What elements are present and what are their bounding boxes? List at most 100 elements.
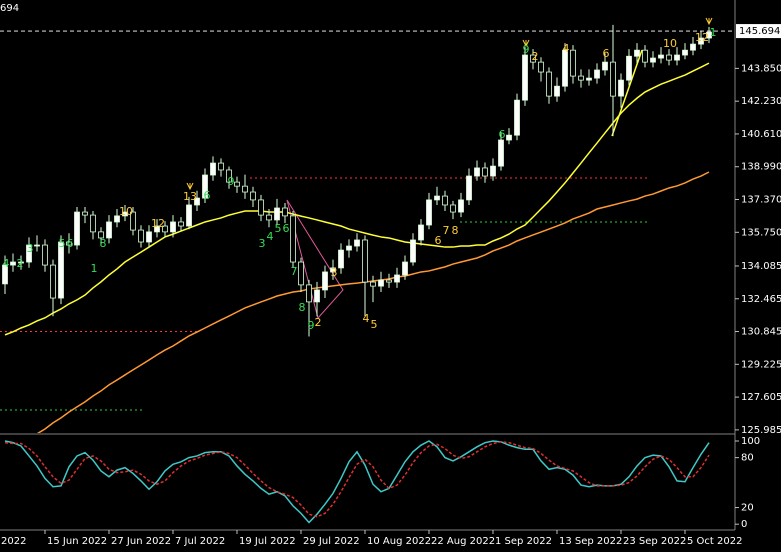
- candle-body: [50, 264, 56, 299]
- annotation: 1: [710, 26, 717, 39]
- y-tick-label: 127.605: [741, 392, 781, 403]
- candle-body: [170, 221, 176, 233]
- x-tick-label: 1 Sep 2022: [495, 536, 552, 547]
- annotation: 5: [371, 318, 378, 331]
- candle-body: [682, 49, 688, 56]
- candle-body: [498, 139, 504, 167]
- annotation: 4: [563, 42, 570, 55]
- candle-body: [650, 57, 656, 63]
- candle-body: [482, 167, 488, 177]
- annotation: 9: [228, 175, 235, 188]
- arrow: [522, 39, 530, 48]
- candle-body: [546, 71, 552, 97]
- candle-body: [106, 221, 112, 239]
- candle-body: [522, 54, 528, 101]
- y-tick-label: 130.845: [741, 327, 781, 338]
- candle-body: [10, 261, 16, 266]
- candle-body: [394, 274, 400, 283]
- annotation: 5: [59, 237, 66, 250]
- candle-body: [562, 49, 568, 87]
- annotation: 9: [308, 319, 315, 332]
- candle-body: [130, 211, 136, 231]
- candle-body: [154, 225, 160, 233]
- candle-body: [458, 199, 464, 213]
- oscillator-panel: [4, 440, 710, 524]
- candle-body: [634, 49, 640, 57]
- x-tick-label: 29 Jul 2022: [303, 536, 360, 547]
- candle-body: [274, 207, 280, 221]
- candle-body: [642, 49, 648, 63]
- candle-body: [466, 175, 472, 201]
- candle-body: [162, 225, 168, 233]
- annotation: 3: [27, 242, 34, 255]
- candle-body: [402, 261, 408, 276]
- candle-body: [266, 214, 272, 221]
- y-tick-label: 142.230: [741, 96, 781, 107]
- candle-body: [554, 85, 560, 97]
- x-tick-label: 5 Oct 2022: [687, 536, 742, 547]
- candle-body: [218, 162, 224, 171]
- candle-body: [578, 75, 584, 81]
- candle-body: [410, 239, 416, 263]
- annotation: 6: [499, 128, 506, 141]
- candle-body: [594, 69, 600, 79]
- y-tick-label: 135.750: [741, 227, 781, 238]
- y-tick-label: 100: [741, 436, 760, 447]
- candle-body: [26, 244, 32, 263]
- annotation: 7: [291, 265, 298, 278]
- annotation: 4: [363, 312, 370, 325]
- annotation: 9: [523, 43, 530, 56]
- candle-body: [58, 241, 64, 299]
- candle-body: [314, 289, 320, 303]
- candle-body: [202, 174, 208, 199]
- candle-body: [282, 207, 288, 217]
- line-series: [4, 441, 710, 518]
- candle-body: [378, 279, 384, 287]
- candle-body: [330, 267, 336, 273]
- candle-body: [306, 284, 312, 303]
- candle-body: [626, 55, 632, 81]
- annotation: 6: [435, 234, 442, 247]
- annotation: 8: [452, 224, 459, 237]
- annotation: 2: [532, 50, 539, 63]
- candle-body: [418, 224, 424, 241]
- line-series: [4, 62, 710, 336]
- candle-body: [506, 134, 512, 141]
- current-price-box: [736, 24, 781, 39]
- candle-body: [178, 221, 184, 227]
- candle-body: [674, 54, 680, 61]
- annotation: 7: [443, 224, 450, 237]
- y-tick-label: 137.370: [741, 195, 781, 206]
- candle-body: [610, 61, 616, 97]
- annotation: 2: [17, 257, 24, 270]
- candle-body: [82, 211, 88, 216]
- candle-body: [66, 241, 72, 246]
- line-series: [4, 440, 710, 524]
- y-tick-label: 143.850: [741, 63, 781, 74]
- candle-body: [34, 244, 40, 247]
- x-tick-label: 27 Jun 2022: [111, 536, 171, 547]
- annotation: 4: [267, 230, 274, 243]
- candle-body: [114, 215, 120, 223]
- annotation: 8: [299, 301, 306, 314]
- y-tick-label: 129.225: [741, 359, 781, 370]
- annotation: 3: [331, 266, 338, 279]
- candle-body: [210, 162, 216, 176]
- annotation: 10: [119, 205, 133, 218]
- candle-body: [146, 231, 152, 243]
- candle-body: [706, 31, 712, 39]
- candle-body: [226, 169, 232, 183]
- annotation: 3: [259, 237, 266, 250]
- candle-body: [698, 37, 704, 45]
- y-tick-label: 140.610: [741, 129, 781, 140]
- candle-body: [570, 49, 576, 77]
- annotation: 1: [91, 262, 98, 275]
- y-tick-label: 80: [741, 453, 754, 464]
- x-tick-label: 2022: [1, 536, 26, 547]
- corner-text: 694: [0, 3, 19, 14]
- candle-body: [122, 211, 128, 217]
